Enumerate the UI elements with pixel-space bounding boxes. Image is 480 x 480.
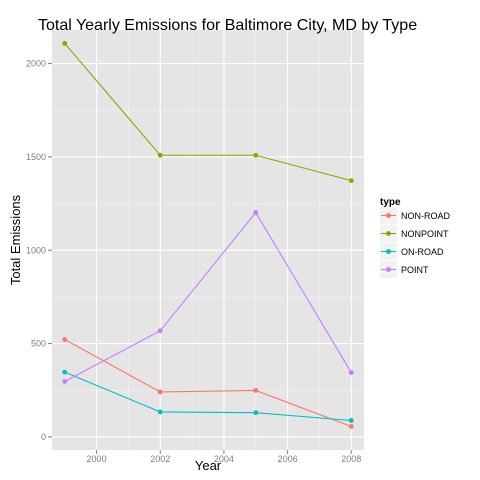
legend-key-point-point bbox=[386, 267, 391, 272]
y-tick-label: 2000 bbox=[26, 59, 46, 69]
data-point-nonpoint bbox=[158, 153, 163, 158]
legend: type NON-ROAD NONPOINT ON-ROAD POINT bbox=[380, 197, 450, 278]
data-point-non-road bbox=[349, 424, 354, 429]
data-point-non-road bbox=[62, 337, 67, 342]
y-tick-label: 500 bbox=[31, 339, 46, 349]
y-tick-label: 1000 bbox=[26, 245, 46, 255]
data-point-on-road bbox=[349, 418, 354, 423]
x-tick-label: 2000 bbox=[87, 454, 107, 464]
data-point-nonpoint bbox=[349, 178, 354, 183]
data-point-point bbox=[253, 210, 258, 215]
data-point-on-road bbox=[253, 410, 258, 415]
legend-label-nonpoint: NONPOINT bbox=[401, 229, 449, 239]
data-point-non-road bbox=[158, 390, 163, 395]
legend-label-on-road: ON-ROAD bbox=[401, 247, 444, 257]
data-point-on-road bbox=[62, 370, 67, 375]
legend-key-point-on-road bbox=[386, 249, 391, 254]
legend-title: type bbox=[380, 197, 401, 208]
x-tick-label: 2008 bbox=[341, 454, 361, 464]
legend-label-point: POINT bbox=[401, 265, 429, 275]
legend-key-point-nonpoint bbox=[386, 231, 391, 236]
chart-title: Total Yearly Emissions for Baltimore Cit… bbox=[38, 17, 417, 34]
x-axis-label: Year bbox=[195, 458, 222, 473]
data-point-point bbox=[158, 328, 163, 333]
data-point-point bbox=[349, 370, 354, 375]
data-point-nonpoint bbox=[62, 41, 67, 46]
data-point-point bbox=[62, 379, 67, 384]
x-tick-label: 2006 bbox=[278, 454, 298, 464]
data-point-nonpoint bbox=[253, 153, 258, 158]
legend-key-point-non-road bbox=[386, 213, 391, 218]
data-point-on-road bbox=[158, 410, 163, 415]
y-tick-label: 1500 bbox=[26, 152, 46, 162]
x-tick-label: 2002 bbox=[150, 454, 170, 464]
data-point-non-road bbox=[253, 388, 258, 393]
y-axis-label: Total Emissions bbox=[8, 194, 23, 285]
plot-panel bbox=[52, 30, 364, 450]
y-tick-label: 0 bbox=[41, 432, 46, 442]
legend-label-non-road: NON-ROAD bbox=[401, 211, 450, 221]
